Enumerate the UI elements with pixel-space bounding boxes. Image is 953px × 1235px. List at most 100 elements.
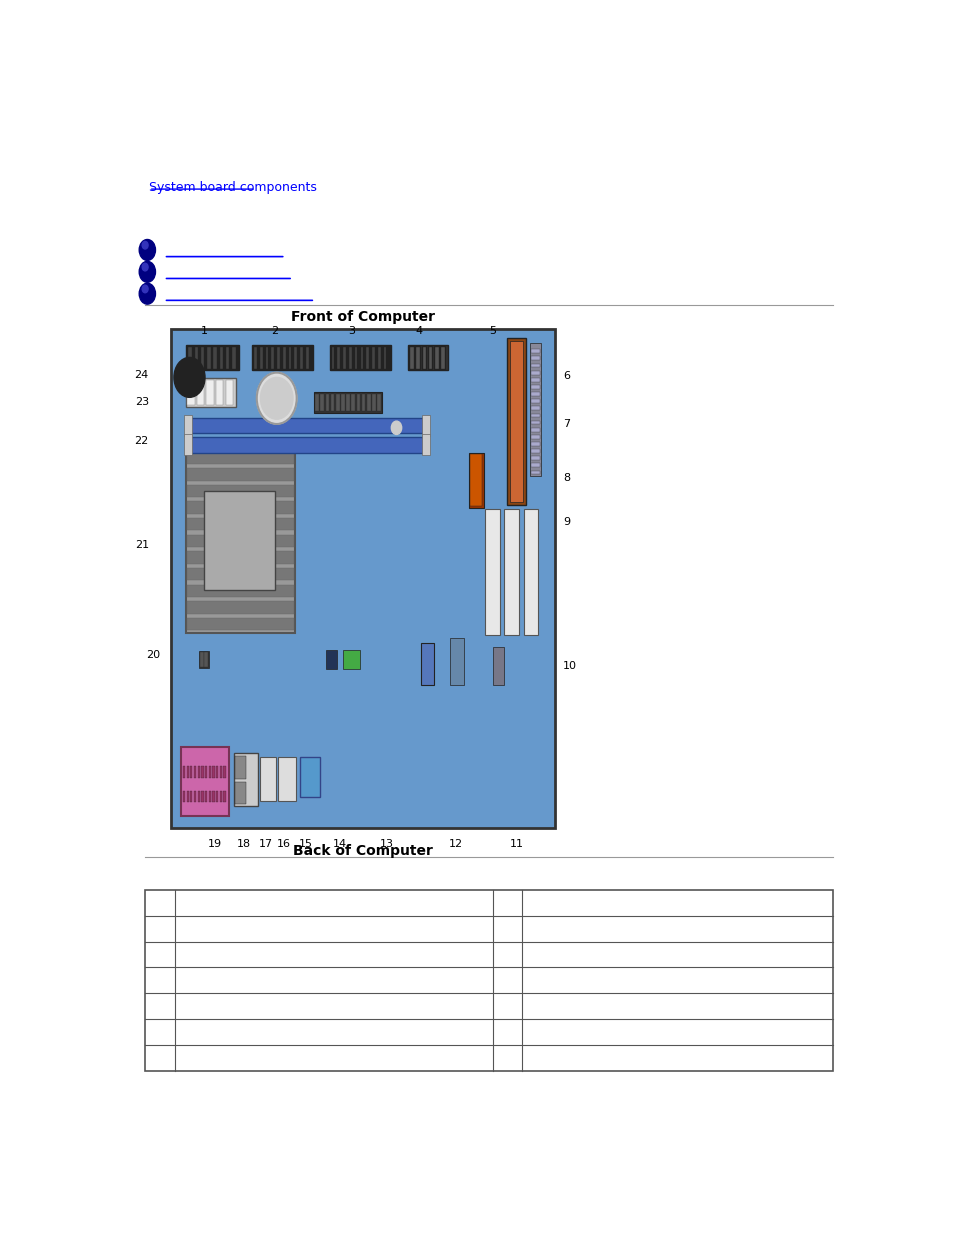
- Bar: [407, 345, 448, 369]
- Bar: [218, 346, 223, 369]
- Bar: [199, 652, 203, 667]
- Bar: [206, 346, 211, 369]
- Text: 2: 2: [271, 326, 277, 336]
- Bar: [531, 471, 539, 474]
- Text: 7: 7: [562, 419, 569, 429]
- Bar: [187, 601, 294, 614]
- Text: 11: 11: [510, 839, 523, 848]
- Bar: [485, 509, 499, 635]
- Bar: [205, 766, 207, 778]
- Bar: [531, 456, 539, 461]
- Bar: [531, 370, 539, 374]
- Bar: [314, 391, 381, 412]
- Circle shape: [173, 357, 205, 398]
- Bar: [187, 346, 192, 369]
- Bar: [264, 346, 268, 369]
- Bar: [219, 792, 222, 803]
- Bar: [351, 394, 355, 411]
- Bar: [507, 338, 525, 505]
- Bar: [196, 380, 204, 405]
- Bar: [233, 753, 257, 806]
- Bar: [197, 766, 199, 778]
- Bar: [187, 380, 194, 405]
- Bar: [320, 394, 324, 411]
- Bar: [531, 399, 539, 403]
- Text: 10: 10: [562, 662, 577, 672]
- Bar: [201, 766, 203, 778]
- Bar: [434, 346, 438, 369]
- Bar: [199, 346, 204, 369]
- Bar: [213, 346, 216, 369]
- Bar: [180, 747, 229, 816]
- Bar: [470, 454, 482, 506]
- Bar: [422, 435, 429, 456]
- Bar: [450, 638, 463, 685]
- Bar: [213, 792, 214, 803]
- Circle shape: [139, 262, 155, 283]
- Bar: [252, 345, 313, 369]
- Bar: [216, 792, 218, 803]
- Bar: [186, 437, 426, 452]
- Bar: [531, 357, 539, 361]
- Bar: [346, 394, 350, 411]
- Bar: [331, 394, 335, 411]
- Bar: [184, 435, 192, 456]
- Circle shape: [142, 263, 148, 270]
- Bar: [531, 450, 539, 453]
- Text: 18: 18: [236, 839, 251, 848]
- Text: 12: 12: [448, 839, 462, 848]
- Text: 4: 4: [415, 326, 422, 336]
- Bar: [509, 341, 522, 501]
- Bar: [531, 378, 539, 382]
- Bar: [199, 651, 210, 668]
- Bar: [186, 345, 239, 369]
- Bar: [187, 551, 294, 563]
- Bar: [278, 757, 295, 800]
- Bar: [531, 385, 539, 389]
- Bar: [336, 346, 340, 369]
- Bar: [190, 792, 193, 803]
- Bar: [305, 346, 309, 369]
- Bar: [187, 485, 294, 498]
- Bar: [376, 346, 380, 369]
- Bar: [259, 757, 275, 800]
- Text: Front of Computer: Front of Computer: [291, 310, 435, 324]
- Text: 16: 16: [276, 839, 290, 848]
- Bar: [187, 501, 294, 514]
- Bar: [330, 345, 390, 369]
- Text: 15: 15: [299, 839, 313, 848]
- Bar: [531, 442, 539, 446]
- Bar: [469, 452, 483, 508]
- Bar: [531, 350, 539, 353]
- Bar: [531, 414, 539, 417]
- Bar: [531, 435, 539, 438]
- Bar: [187, 568, 294, 580]
- Bar: [223, 766, 226, 778]
- Bar: [216, 766, 218, 778]
- Text: 8: 8: [562, 473, 569, 483]
- Bar: [342, 651, 360, 669]
- Bar: [342, 346, 346, 369]
- Bar: [186, 419, 426, 433]
- Bar: [420, 642, 434, 685]
- Bar: [300, 757, 319, 797]
- Bar: [219, 766, 222, 778]
- Bar: [531, 421, 539, 425]
- Bar: [187, 584, 294, 597]
- Bar: [428, 346, 432, 369]
- Bar: [493, 647, 503, 685]
- Bar: [372, 394, 375, 411]
- Bar: [299, 346, 303, 369]
- Bar: [335, 394, 339, 411]
- Bar: [187, 766, 189, 778]
- Bar: [253, 346, 256, 369]
- Text: 9: 9: [562, 517, 569, 527]
- Text: 23: 23: [134, 398, 149, 408]
- Bar: [225, 346, 229, 369]
- Bar: [415, 346, 419, 369]
- Bar: [223, 792, 226, 803]
- Bar: [187, 792, 189, 803]
- Bar: [325, 651, 337, 669]
- Bar: [209, 766, 211, 778]
- Bar: [145, 890, 832, 1071]
